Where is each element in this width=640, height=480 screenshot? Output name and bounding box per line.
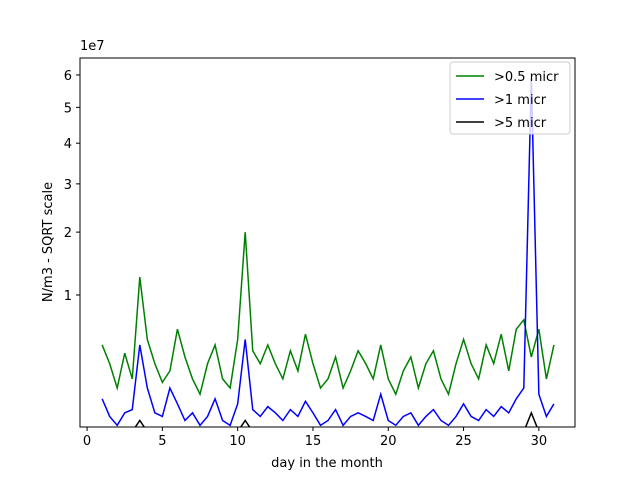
axes-frame xyxy=(79,57,576,428)
y-axis-label: N/m3 - SQRT scale xyxy=(41,182,56,302)
legend-label: >1 micr xyxy=(494,93,547,108)
x-tick-label: 30 xyxy=(531,434,548,449)
offset-label: 1e7 xyxy=(80,39,105,54)
y-tick-label: 2 xyxy=(64,226,72,241)
plot-area xyxy=(101,78,555,427)
x-tick-label: 25 xyxy=(455,434,472,449)
y-tick-label: 1 xyxy=(64,289,72,304)
legend-label: >0.5 micr xyxy=(494,70,559,85)
series-line xyxy=(101,232,555,397)
legend-box xyxy=(449,61,571,135)
x-tick-label: 0 xyxy=(83,434,91,449)
series-line xyxy=(101,78,555,427)
x-axis-label: day in the month xyxy=(271,456,383,471)
x-tick-label: 20 xyxy=(380,434,397,449)
y-tick-label: 6 xyxy=(64,69,72,84)
y-tick-label: 4 xyxy=(64,137,72,152)
legend-label: >5 micr xyxy=(494,116,547,131)
x-tick-label: 5 xyxy=(158,434,166,449)
x-tick-label: 10 xyxy=(229,434,246,449)
y-tick-label: 3 xyxy=(64,178,72,193)
y-tick-label: 5 xyxy=(64,101,72,116)
x-tick-label: 15 xyxy=(305,434,322,449)
